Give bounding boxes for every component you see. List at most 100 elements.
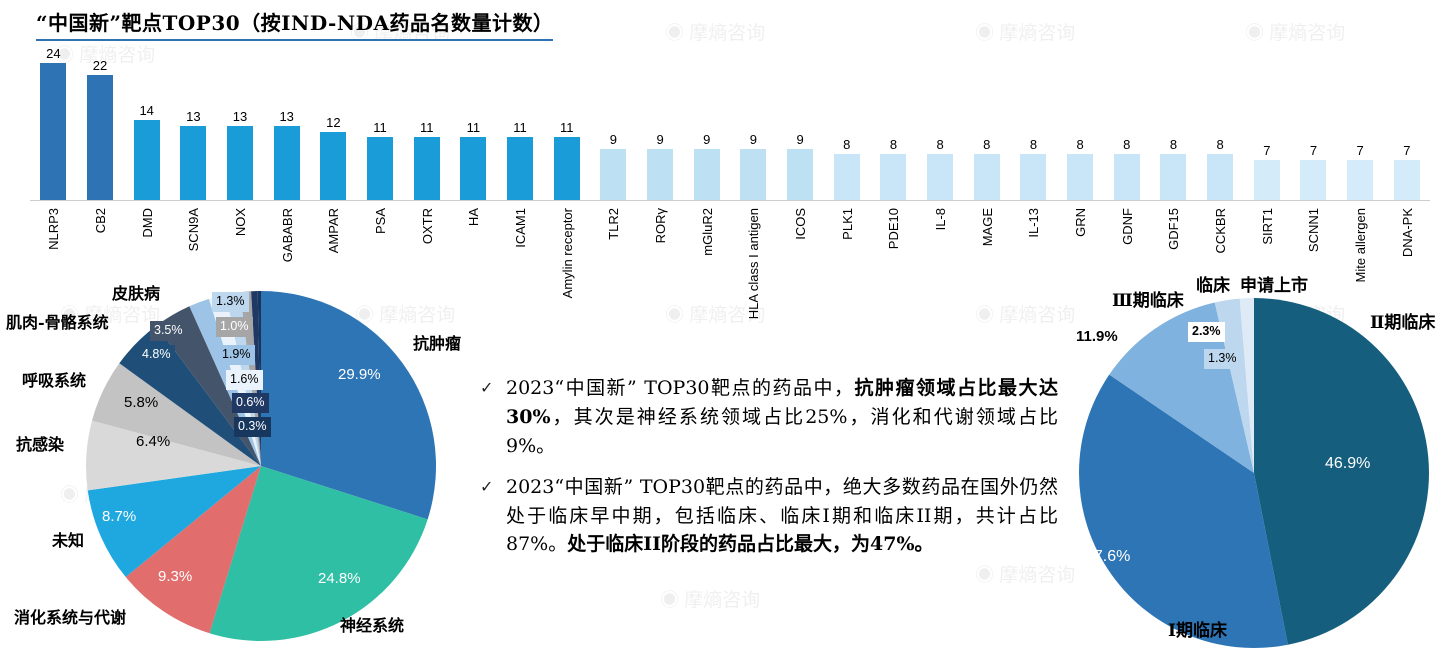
bar: 8	[1103, 42, 1150, 200]
pie-slice-name: 抗感染	[16, 435, 65, 454]
bar-value-label: 7	[1403, 143, 1411, 159]
bar-value-label: 9	[703, 131, 711, 147]
bar: 7	[1383, 42, 1430, 200]
pie-slice-pct: 6.4%	[136, 433, 171, 450]
bar-value-label: 11	[513, 120, 527, 136]
pie-slice	[1214, 298, 1254, 473]
bar-rect	[87, 74, 113, 200]
bar: 11	[450, 42, 497, 200]
bar-value-label: 13	[279, 108, 294, 124]
pie-slice-pct: 29.9%	[338, 366, 381, 383]
bar: 22	[77, 42, 124, 200]
watermark: ◉ 摩熵咨询	[1245, 23, 1346, 44]
bar-category-label: ICAM1	[513, 208, 528, 248]
pie-slice-pct: 8.7%	[102, 508, 137, 525]
bar: 11	[403, 42, 450, 200]
pie-slice	[1239, 298, 1254, 473]
bar-rect	[880, 154, 907, 200]
bar-rect	[693, 148, 720, 200]
pie-slice-pct-badge: 4.8%	[138, 345, 175, 365]
bar-rect	[1160, 154, 1187, 200]
bar-category-label: OXTR	[419, 208, 435, 245]
bar-category-label: MAGE	[979, 208, 995, 247]
bar-category-label: RORγ	[653, 208, 668, 244]
pie-slice	[261, 291, 436, 520]
bar-category-label: GDF15	[1166, 208, 1182, 250]
bar-category-label: CCKBR	[1213, 208, 1228, 254]
bar-value-label: 8	[983, 137, 991, 153]
bar: 7	[1337, 42, 1384, 200]
bar-value-label: 11	[419, 120, 434, 136]
bar-value-label: 8	[1029, 137, 1038, 153]
bar-value-label: 9	[749, 131, 758, 147]
bar: 13	[170, 42, 217, 200]
bar-rect	[553, 137, 580, 200]
bar-value-label: 7	[1356, 143, 1364, 159]
pie-slice-pct: 11.9%	[1076, 328, 1118, 345]
bar: 11	[543, 42, 590, 200]
bar: 13	[217, 42, 264, 200]
bar-category-label: IL-13	[1026, 208, 1042, 238]
bullet-item: ✓ 2023“中国新” TOP30靶点的药品中，抗肿瘤领域占比最大达30%，其次…	[480, 374, 1058, 461]
bar-rect	[460, 137, 487, 200]
pie-slice-pct-badge: 1.9%	[218, 345, 255, 365]
pie-slice-name: 申请上市	[1240, 276, 1308, 296]
pie-slice	[209, 466, 428, 642]
pie-slice	[1109, 302, 1254, 473]
pie-slice	[125, 466, 262, 634]
pie-slice-name: Ⅱ期临床	[1370, 313, 1436, 333]
bar-category-label: DNA-PK	[1399, 208, 1415, 258]
bar-value-label: 22	[92, 57, 108, 73]
bar-category-label: SIRT1	[1259, 208, 1275, 245]
bar-value-label: 11	[559, 120, 574, 136]
pie-slice-pct-badge: 2.3%	[1188, 322, 1225, 342]
bar-rect	[1067, 154, 1094, 200]
bar-value-label: 12	[326, 114, 341, 130]
bar-rect	[507, 137, 534, 200]
bar-category-label: Mite allergen	[1353, 208, 1368, 283]
pie-slice-name: 呼吸系统	[22, 371, 87, 390]
bar: 9	[683, 42, 730, 200]
bar: 14	[123, 42, 170, 200]
bar: 8	[917, 42, 964, 200]
pie-slice	[85, 420, 261, 491]
bar-value-label: 8	[1169, 137, 1178, 153]
bar-value-label: 11	[373, 120, 387, 136]
bullet-text: 2023“中国新” TOP30靶点的药品中，抗肿瘤领域占比最大达30%，其次是神…	[506, 377, 1058, 457]
bar-value-label: 8	[889, 137, 898, 153]
pie-slice-name: 消化系统与代谢	[14, 608, 127, 627]
bar: 8	[1057, 42, 1104, 200]
bar-rect	[1113, 154, 1140, 200]
bar-category-label: mGluR2	[699, 208, 715, 256]
pie-slice-name: 皮肤病	[112, 284, 161, 303]
pie-slice-pct-badge: 1.3%	[212, 292, 249, 312]
bar: 11	[357, 42, 404, 200]
pie-slice-name: 肌肉-骨骼系统	[6, 313, 109, 332]
bar-rect	[273, 125, 300, 200]
chart-title: “中国新”靶点TOP30（按IND-NDA药品名数量计数）	[36, 7, 554, 41]
pie-slice-name: Ⅲ期临床	[1112, 291, 1184, 311]
bar-category-label: HA	[466, 208, 482, 227]
bar-category-label: SCN9A	[186, 208, 202, 252]
bar-value-label: 8	[1216, 137, 1224, 153]
check-icon: ✓	[480, 478, 494, 496]
bar: 7	[1243, 42, 1290, 200]
pie-slice-pct: 24.8%	[318, 570, 361, 587]
pie-slice	[92, 363, 261, 466]
bar: 9	[777, 42, 824, 200]
bar-category-label: Amylin receptor	[559, 208, 575, 299]
top30-bar-chart: 24 22 14 13 13 13 12 11 11 11 11 11 9 9 9 9 9 8 8 8 8 8 8 8 8 8 7 7…	[30, 42, 1430, 201]
bar-rect	[787, 148, 814, 200]
pie-slice-pct: 46.9%	[1325, 455, 1371, 472]
pie-slice-pct-badge: 0.3%	[234, 417, 271, 437]
bar-value-label: 9	[609, 131, 618, 147]
bar: 8	[1010, 42, 1057, 200]
bar: 8	[870, 42, 917, 200]
therapeutic-area-pie	[85, 291, 436, 642]
bar-value-label: 13	[232, 108, 248, 124]
bar: 8	[823, 42, 870, 200]
pie-slice	[87, 466, 262, 578]
pie-slice-pct-badge: 1.6%	[226, 370, 263, 390]
bar-rect	[927, 154, 954, 200]
pie-slice-name: 临床	[1196, 276, 1230, 296]
